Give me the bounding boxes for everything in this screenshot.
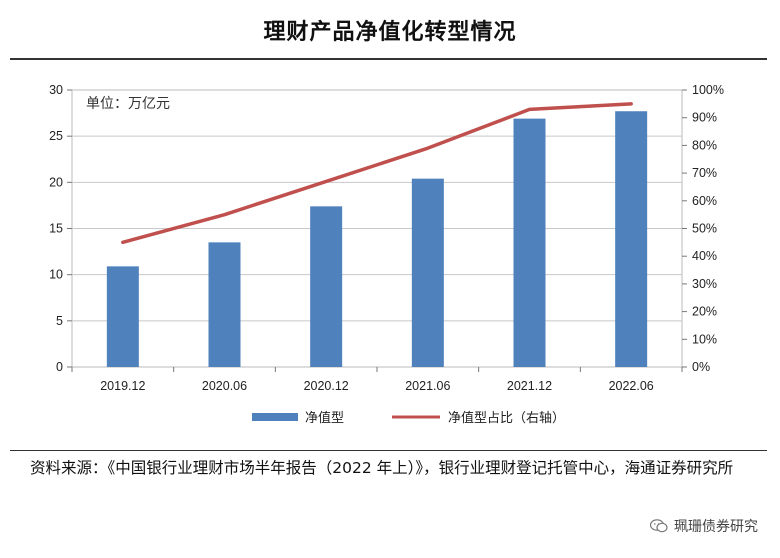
page-title: 理财产品净值化转型情况 [263, 20, 517, 45]
chart: 0 5 10 15 20 25 30 0% 10% 20% 30% 40% 50% 60% 70% 80% 9… [49, 83, 724, 426]
y-right-tick-label: 30% [692, 277, 717, 291]
brand-watermark: 珮珊债券研究 [650, 516, 758, 536]
source-divider [10, 450, 767, 451]
bar [513, 118, 546, 367]
y-right-tick-label: 60% [692, 194, 717, 208]
y-left-tick-label: 10 [49, 268, 63, 282]
x-tick-label: 2020.12 [304, 379, 349, 393]
x-tick-label: 2022.06 [609, 379, 654, 393]
y-left-tick-label: 20 [49, 175, 63, 189]
bar [106, 266, 139, 367]
x-tick-label: 2021.06 [405, 379, 450, 393]
source-note: 资料来源：《中国银行业理财市场半年报告（2022 年上）》，银行业理财登记托管中… [30, 459, 734, 477]
y-left-tick-label: 15 [49, 222, 63, 236]
top-divider [10, 58, 767, 60]
brand-label: 珮珊债券研究 [674, 519, 758, 535]
legend: 净值型 净值型占比（右轴） [252, 410, 565, 426]
y-right-tick-label: 70% [692, 166, 717, 180]
y-left-tick-label: 0 [56, 360, 63, 374]
y-left-tick-label: 25 [49, 129, 63, 143]
y-left-ticks: 0 5 10 15 20 25 30 [49, 83, 72, 374]
bar [310, 206, 343, 367]
legend-bar-swatch [252, 413, 298, 421]
y-right-tick-label: 90% [692, 111, 717, 125]
bar [411, 178, 444, 367]
y-left-tick-label: 30 [49, 83, 63, 97]
bar [615, 111, 648, 367]
y-left-tick-label: 5 [56, 314, 63, 328]
legend-bar-label: 净值型 [305, 410, 344, 426]
y-right-tick-label: 100% [692, 83, 724, 97]
y-right-tick-label: 40% [692, 249, 717, 263]
x-tick-label: 2021.12 [507, 379, 552, 393]
unit-label: 单位：万亿元 [86, 96, 170, 112]
share-line [121, 102, 633, 245]
y-right-tick-label: 20% [692, 305, 717, 319]
y-right-tick-label: 50% [692, 222, 717, 236]
y-right-tick-label: 80% [692, 138, 717, 152]
bar [208, 242, 241, 367]
wechat-icon [650, 519, 668, 533]
x-tick-label: 2020.06 [202, 379, 247, 393]
x-tick-label: 2019.12 [100, 379, 145, 393]
line-series [121, 102, 633, 245]
y-right-ticks: 0% 10% 20% 30% 40% 50% 60% 70% 80% 90% 100% [682, 83, 724, 374]
y-right-tick-label: 0% [692, 360, 710, 374]
x-tick-labels: 2019.12 2020.06 2020.12 2021.06 2021.12 2022.… [71, 367, 683, 393]
legend-line-label: 净值型占比（右轴） [448, 410, 565, 426]
y-right-tick-label: 10% [692, 332, 717, 346]
bar-series [106, 111, 648, 367]
